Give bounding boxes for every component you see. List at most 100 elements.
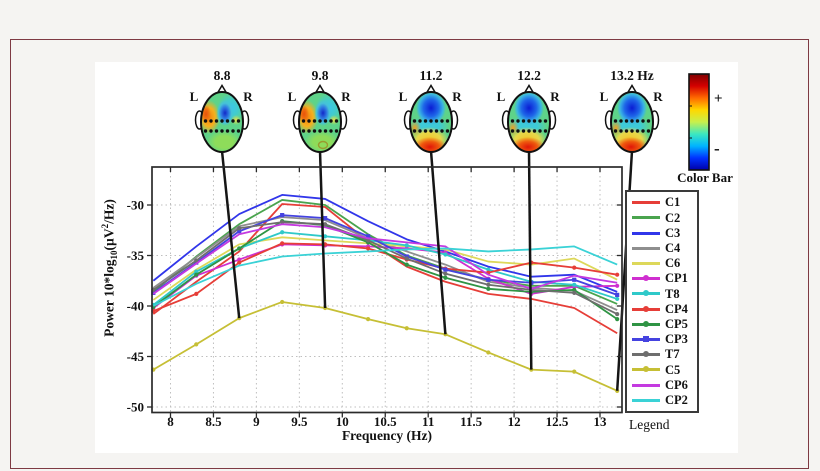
x-axis-label: Frequency (Hz) — [341, 428, 433, 443]
electrode-dot — [225, 119, 230, 123]
series-CP4-marker — [572, 265, 577, 270]
electrode-dot — [613, 119, 618, 123]
x-tick-label: 8 — [167, 414, 174, 429]
y-axis-label: Power 10*log10(µV2/Hz) — [100, 199, 120, 337]
x-tick-label: 11.5 — [460, 414, 483, 429]
electrode-dot — [445, 119, 450, 123]
series-T7-marker — [615, 311, 620, 317]
legend-item-C2: C2 — [632, 211, 697, 225]
legend-label: C1 — [665, 195, 681, 210]
electrode-dot — [429, 129, 433, 133]
legend-label: CP2 — [665, 392, 688, 407]
electrode-dot — [334, 119, 339, 123]
series-T7-marker — [572, 290, 577, 295]
series-C5-marker — [572, 369, 577, 374]
legend-swatch — [632, 231, 660, 235]
electrode-dot — [624, 119, 629, 123]
series-CP5-marker — [237, 246, 242, 251]
x-tick-label: 11 — [422, 414, 434, 429]
y-tick-label: -50 — [127, 400, 144, 415]
right-label: R — [341, 89, 351, 104]
legend-label: CP5 — [665, 316, 688, 331]
series-T8-marker — [443, 252, 448, 257]
series-CP5-marker — [194, 272, 199, 277]
electrode-dot — [323, 119, 328, 123]
electrode-dot — [220, 119, 224, 123]
electrode-dot — [209, 129, 213, 133]
electrode-dot — [434, 129, 439, 133]
electrode-dot — [329, 129, 333, 133]
electrode-dot — [445, 129, 450, 133]
series-T7-marker — [404, 256, 409, 261]
callout-line-9.8 — [318, 150, 327, 309]
electrode-dot — [521, 119, 526, 123]
series-CP3-marker — [443, 267, 448, 272]
legend-label: C4 — [665, 240, 681, 255]
legend-label: CP1 — [665, 271, 688, 286]
series-CP5-marker — [404, 262, 409, 267]
electrode-dot — [307, 129, 311, 133]
callout-lines — [220, 150, 634, 391]
legend-footer-label: Legend — [629, 417, 670, 432]
x-tick-label: 10.5 — [374, 414, 397, 429]
electrode-dot — [323, 129, 328, 133]
series-CP5-marker — [572, 287, 577, 292]
electrode-dot — [236, 129, 241, 133]
legend-item-CP4: CP4 — [632, 302, 697, 316]
electrode-dot — [543, 129, 548, 133]
electrode-dot — [635, 119, 640, 123]
series-C5-marker — [486, 350, 491, 355]
head-outline — [409, 91, 453, 153]
figure-border — [10, 39, 809, 469]
electrode-dot — [613, 129, 618, 133]
topomap-13.2 Hz: 13.2 HzL R — [600, 68, 663, 153]
legend-marker — [643, 366, 649, 373]
series-CP3-marker — [365, 234, 371, 239]
series-T8-marker — [280, 230, 285, 235]
x-tick-label: 8.5 — [205, 414, 222, 429]
series-T8-marker — [615, 296, 620, 302]
electrode-dot — [521, 129, 526, 133]
y-tick-label: -40 — [127, 299, 144, 314]
legend-item-C3: C3 — [632, 226, 697, 240]
electrode-dot — [220, 129, 224, 133]
electrode-dot — [318, 129, 322, 133]
electrode-dot — [440, 129, 444, 133]
electrode-dot — [423, 119, 428, 123]
legend-label: CP3 — [665, 332, 688, 347]
series-T7-marker — [194, 258, 199, 263]
electrode-dot — [538, 119, 542, 123]
right-label: R — [550, 89, 560, 104]
series-T8-marker — [323, 234, 328, 239]
topomap-12.2: 12.2 L R — [497, 68, 560, 153]
electrode-dot — [510, 119, 515, 123]
legend-label: CP6 — [665, 377, 688, 392]
electrode-dot — [301, 119, 306, 123]
legend-item-C6: C6 — [632, 256, 697, 270]
legend-swatch — [632, 366, 660, 373]
electrode-dot — [312, 119, 317, 123]
series-CP4-marker — [237, 260, 242, 265]
x-tick-label: 10 — [336, 414, 349, 429]
x-tick-label: 9.5 — [291, 414, 308, 429]
electrode-dot — [641, 129, 645, 133]
electrode-dot — [527, 119, 531, 123]
legend-swatch — [632, 246, 660, 250]
legend-label: T8 — [665, 286, 680, 301]
legend-swatch — [632, 261, 660, 265]
series-CP4-marker — [365, 246, 371, 251]
legend-item-T7: T7 — [632, 348, 697, 362]
head-outline — [507, 91, 551, 153]
series-CP3-marker — [323, 216, 328, 221]
x-tick-label: 9 — [253, 414, 260, 429]
series-CP3-marker — [572, 277, 577, 282]
legend-swatch — [632, 275, 660, 282]
electrode-dot — [412, 119, 417, 123]
series-T8-marker — [404, 243, 409, 248]
electrode-dot — [516, 129, 520, 133]
series-C5-marker — [404, 326, 409, 331]
electrode-dot — [619, 129, 623, 133]
legend-item-T8: T8 — [632, 287, 697, 301]
electrode-dot — [510, 129, 515, 133]
legend-swatch — [632, 201, 660, 205]
